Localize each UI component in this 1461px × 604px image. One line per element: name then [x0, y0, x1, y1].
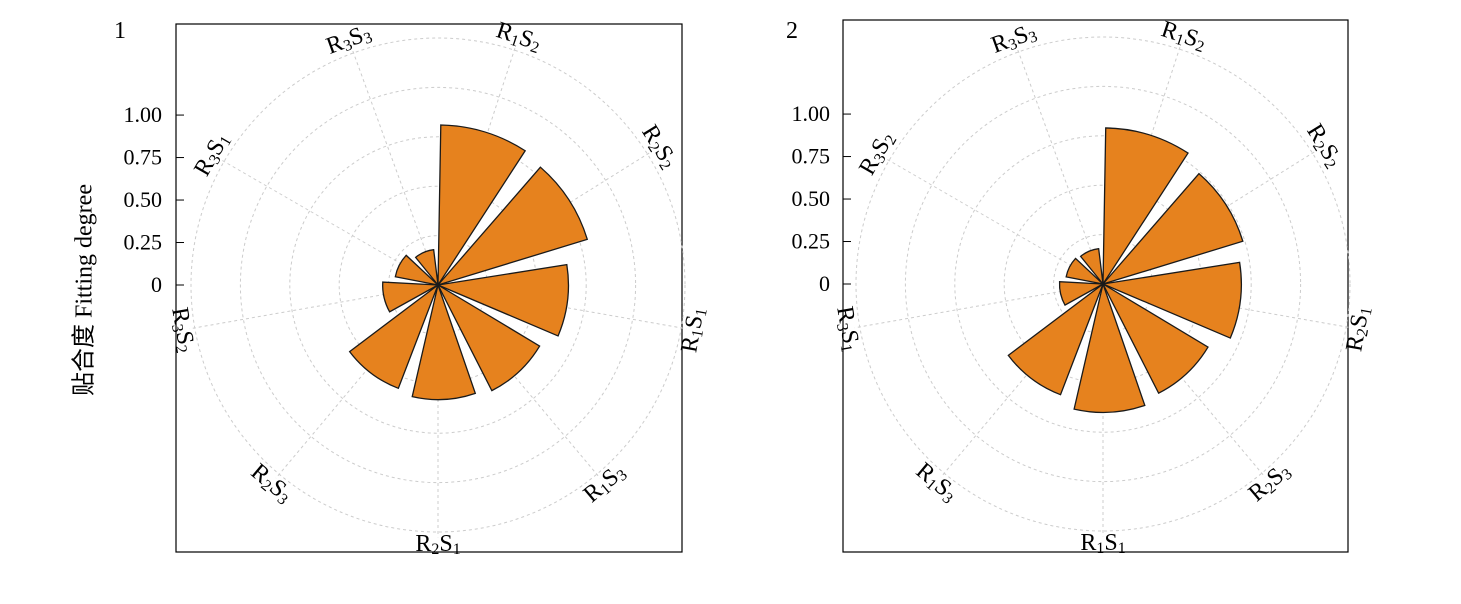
radial-tick-label: 0.25 [792, 229, 831, 254]
grid-circle [239, 86, 637, 484]
grid-circle [289, 136, 587, 434]
radial-tick-label: 0.75 [792, 144, 831, 169]
radial-tick-label: 0.25 [124, 230, 163, 255]
panel-2: 200.250.500.751.00R1S2R2S2R2S1R2S3R1S1R1… [786, 16, 1375, 557]
grid-spoke [1016, 46, 1104, 285]
wedge-r2s1 [411, 282, 477, 401]
category-label: R2S2 [636, 120, 683, 173]
wedge-r1s2 [1102, 127, 1189, 287]
radial-tick-label: 0.75 [124, 145, 163, 170]
category-label: R1S1 [1080, 530, 1125, 557]
grid-spoke [351, 47, 439, 286]
wedge-r3s2 [1065, 257, 1106, 286]
category-label: R1S3 [578, 458, 630, 508]
wedge-r1s3 [436, 283, 541, 392]
category-label: R2S3 [245, 458, 297, 508]
radial-tick-label: 0 [151, 272, 162, 297]
grid-circle [904, 85, 1302, 483]
grid-circle-outer [855, 36, 1351, 532]
panel-label: 1 [114, 18, 126, 44]
radial-tick-label: 0.50 [792, 186, 831, 211]
radial-tick-label: 0.50 [124, 187, 163, 212]
wedge-r1s3 [1007, 282, 1105, 396]
grid-circle-outer [190, 37, 686, 533]
wedge-r3s3 [1079, 247, 1104, 287]
plot-frame [842, 19, 1349, 553]
radial-tick-label: 0 [819, 271, 830, 296]
radial-tick-label: 1.00 [124, 102, 163, 127]
wedge-r2s3 [1101, 282, 1209, 395]
grid-spoke [884, 157, 1104, 285]
category-label: R3S3 [323, 19, 375, 60]
panel-1: 1 0 0.25 0.50 0.75 1.00 R1S2 R2S2 R1S1 R1S3 R2S1 R2… [114, 17, 710, 558]
category-label: R3S1 [831, 304, 866, 353]
grid-circle [954, 135, 1252, 433]
category-label: R3S3 [988, 18, 1040, 59]
category-label: R1S3 [910, 457, 962, 507]
wedge-r3s1 [394, 254, 441, 287]
wedge-r2s2 [436, 166, 589, 287]
category-label: R2S3 [1243, 457, 1295, 507]
wedge-r3s2 [382, 281, 441, 313]
wedge-r3s1 [1058, 281, 1106, 306]
category-label: R1S2 [1158, 16, 1210, 56]
category-label: R1S1 [676, 305, 711, 354]
category-label: R1S2 [493, 17, 545, 57]
wedge-r1s1 [1073, 281, 1146, 414]
wedge-r1s1 [435, 263, 570, 337]
y-axis-label: 贴合度 Fitting degree [71, 184, 98, 396]
wedge-r2s1 [1100, 261, 1242, 339]
plot-frame [175, 23, 683, 553]
wedge-r2s2 [1101, 172, 1244, 286]
wedge-r2s3 [348, 283, 440, 390]
category-label: R2S1 [415, 531, 460, 558]
radial-tick-label: 1.00 [792, 101, 831, 126]
category-label: R3S2 [166, 305, 201, 354]
category-label: R2S1 [1341, 304, 1376, 353]
wedge-r3s3 [414, 248, 439, 288]
wedge-r1s2 [437, 124, 527, 288]
panel-label: 2 [786, 18, 798, 44]
